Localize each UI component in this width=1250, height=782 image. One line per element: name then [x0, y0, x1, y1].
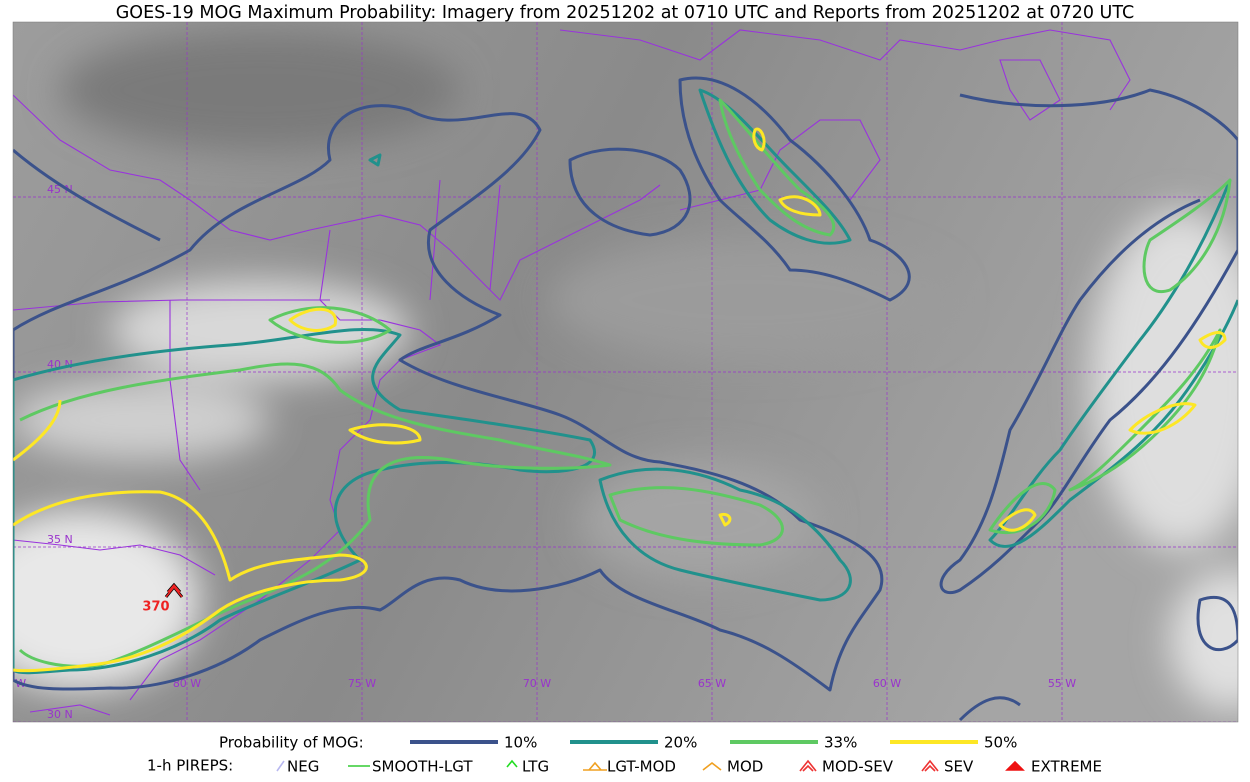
contour — [939, 88, 1238, 595]
legend: Probability of MOG: 10% 20% 33% 50% 1-h PIREP… — [147, 734, 1102, 776]
pirep-icon — [799, 759, 817, 772]
longitude-label: 70 W — [523, 677, 551, 690]
contour — [13, 148, 161, 242]
legend-level-label: 10% — [504, 734, 537, 752]
pirep-altitude: 370 — [142, 600, 169, 615]
longitude-label: 60 W — [873, 677, 901, 690]
contour — [1128, 402, 1197, 435]
contour — [1198, 331, 1227, 349]
latitude-label: 30 N — [47, 708, 73, 721]
legend-level-label: 20% — [664, 734, 697, 752]
pirep-icon — [506, 759, 518, 768]
contour — [348, 423, 422, 445]
contour — [288, 307, 337, 332]
contour — [1142, 178, 1232, 294]
contour — [998, 508, 1037, 532]
longitude-label: 75 W — [348, 677, 376, 690]
contour — [718, 512, 732, 527]
pirep-label: MOD-SEV — [822, 758, 894, 776]
legend-level-label: 50% — [984, 734, 1017, 752]
coastlines — [13, 29, 1131, 716]
contour — [608, 486, 784, 547]
pirep-icon — [702, 761, 722, 771]
contour — [678, 76, 911, 302]
pirep-label: EXTREME — [1031, 758, 1102, 776]
pirep-icon — [276, 760, 285, 772]
contour — [988, 482, 1057, 535]
pirep-label: LTG — [522, 758, 549, 776]
contour — [568, 147, 692, 237]
contour — [698, 88, 852, 245]
pirep-label: LGT-MOD — [607, 758, 676, 776]
contour — [718, 98, 836, 237]
contour — [13, 490, 368, 673]
map-frame — [12, 21, 1239, 723]
pirep-icon — [583, 761, 607, 771]
pirep-icon — [1005, 760, 1025, 771]
contour — [13, 328, 597, 675]
legend-probability-title: Probability of MOG: — [219, 734, 364, 752]
contour — [988, 179, 1238, 548]
legend-level-label: 33% — [824, 734, 857, 752]
contour — [958, 696, 1021, 722]
contour — [13, 104, 884, 692]
contours — [13, 76, 1238, 722]
contour — [368, 153, 382, 167]
pirep-icon — [921, 759, 939, 772]
longitude-label: 55 W — [1048, 677, 1076, 690]
pirep-label: SMOOTH-LGT — [372, 758, 473, 776]
map: 45 N40 N35 N30 N85 W 80 W 75 W 70 W 65 W 60 W… — [13, 22, 1238, 722]
pirep-label: MOD — [727, 758, 763, 776]
longitude-label: 65 W — [698, 677, 726, 690]
pirep-label: SEV — [944, 758, 974, 776]
contour — [268, 306, 392, 344]
contour — [752, 127, 766, 152]
title: GOES-19 MOG Maximum Probability: Imagery… — [116, 3, 1135, 23]
pirep-marker-color — [165, 583, 183, 598]
pirep-label: NEG — [287, 758, 319, 776]
latitude-label: 45 N — [47, 183, 73, 196]
contour — [13, 399, 62, 462]
legend-pireps-title: 1-h PIREPS: — [147, 757, 233, 775]
contour — [598, 467, 852, 602]
contour — [778, 195, 822, 217]
latitude-label: 35 N — [47, 533, 73, 546]
